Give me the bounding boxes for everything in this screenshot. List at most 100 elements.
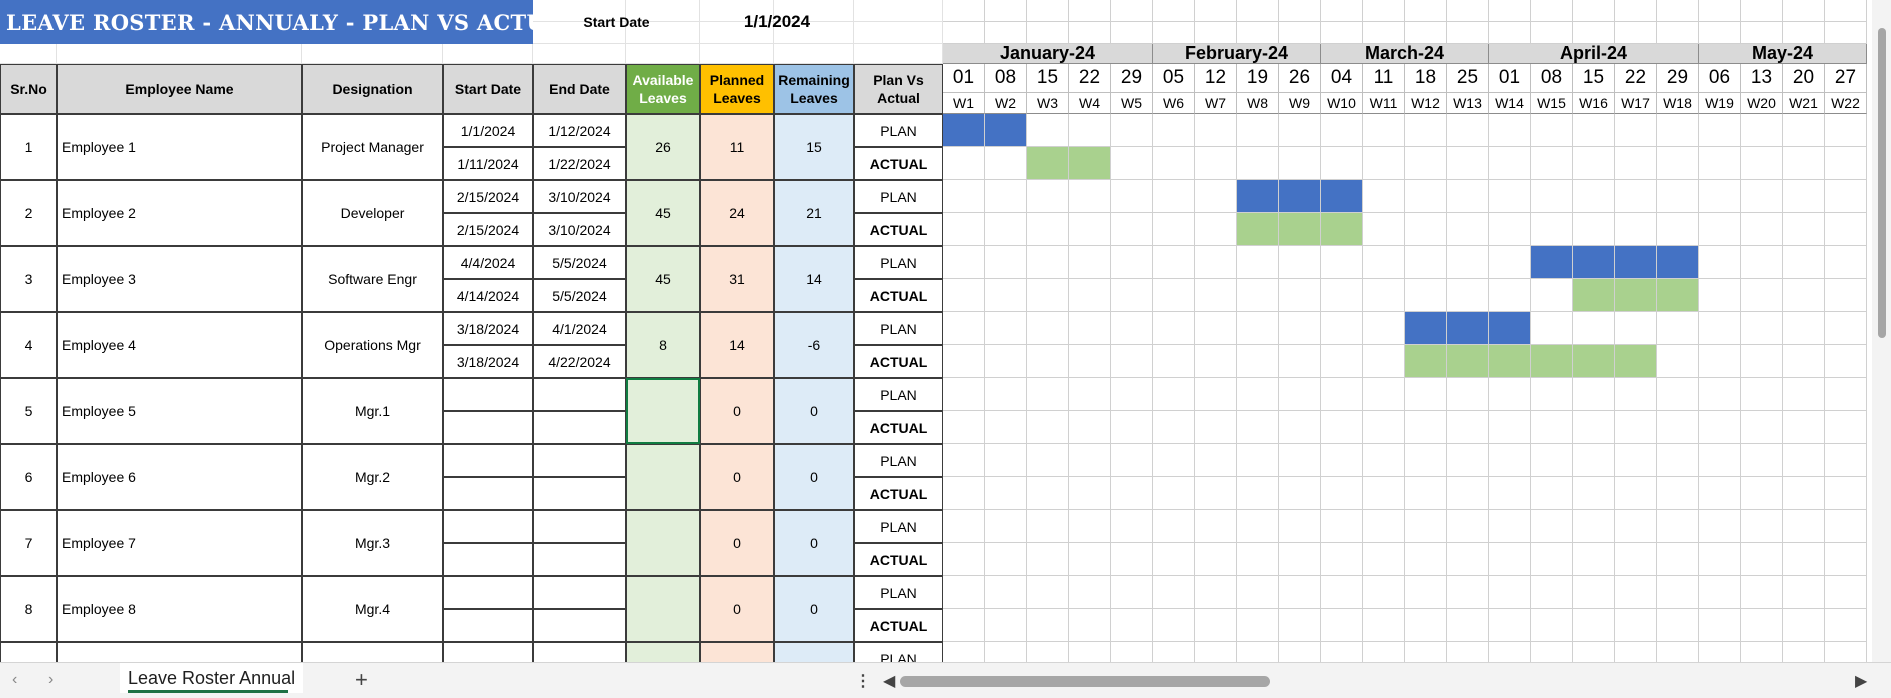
gantt-cell[interactable] xyxy=(1825,279,1867,312)
gantt-cell[interactable] xyxy=(1447,411,1489,444)
employee-name-cell[interactable] xyxy=(57,642,302,662)
gantt-cell[interactable] xyxy=(985,444,1027,477)
empty-cell[interactable] xyxy=(1363,0,1405,22)
gantt-cell[interactable] xyxy=(1573,576,1615,609)
gantt-cell[interactable] xyxy=(1237,642,1279,662)
gantt-cell[interactable] xyxy=(1489,477,1531,510)
gantt-plan-bar[interactable] xyxy=(1447,312,1489,345)
empty-cell[interactable] xyxy=(1153,0,1195,22)
gantt-cell[interactable] xyxy=(1237,411,1279,444)
gantt-plan-bar[interactable] xyxy=(1573,246,1615,279)
gantt-cell[interactable] xyxy=(1615,312,1657,345)
gantt-cell[interactable] xyxy=(943,279,985,312)
gantt-cell[interactable] xyxy=(1489,279,1531,312)
gantt-cell[interactable] xyxy=(943,411,985,444)
gantt-cell[interactable] xyxy=(1615,576,1657,609)
empty-cell[interactable] xyxy=(774,22,854,44)
gantt-cell[interactable] xyxy=(1657,180,1699,213)
gantt-cell[interactable] xyxy=(1363,642,1405,662)
gantt-cell[interactable] xyxy=(1069,246,1111,279)
gantt-cell[interactable] xyxy=(1699,543,1741,576)
gantt-cell[interactable] xyxy=(1447,279,1489,312)
gantt-cell[interactable] xyxy=(1279,147,1321,180)
gantt-cell[interactable] xyxy=(1699,180,1741,213)
actual-start-date-cell[interactable] xyxy=(443,411,533,444)
gantt-cell[interactable] xyxy=(1027,312,1069,345)
gantt-cell[interactable] xyxy=(1027,609,1069,642)
gantt-cell[interactable] xyxy=(1699,576,1741,609)
gantt-cell[interactable] xyxy=(943,246,985,279)
empty-cell[interactable] xyxy=(1615,22,1657,44)
employee-name-cell[interactable]: Employee 1 xyxy=(57,114,302,180)
gantt-cell[interactable] xyxy=(1489,543,1531,576)
gantt-cell[interactable] xyxy=(1741,312,1783,345)
plan-start-date-cell[interactable] xyxy=(443,444,533,477)
gantt-cell[interactable] xyxy=(1153,576,1195,609)
gantt-cell[interactable] xyxy=(1363,345,1405,378)
gantt-cell[interactable] xyxy=(1153,444,1195,477)
gantt-cell[interactable] xyxy=(1321,114,1363,147)
gantt-cell[interactable] xyxy=(1489,114,1531,147)
gantt-cell[interactable] xyxy=(1699,114,1741,147)
gantt-cell[interactable] xyxy=(1111,411,1153,444)
gantt-cell[interactable] xyxy=(1783,609,1825,642)
empty-cell[interactable] xyxy=(533,44,626,64)
gantt-cell[interactable] xyxy=(1699,411,1741,444)
gantt-cell[interactable] xyxy=(1741,180,1783,213)
gantt-cell[interactable] xyxy=(1069,576,1111,609)
gantt-cell[interactable] xyxy=(985,246,1027,279)
gantt-cell[interactable] xyxy=(1321,378,1363,411)
gantt-cell[interactable] xyxy=(1363,279,1405,312)
gantt-cell[interactable] xyxy=(1489,444,1531,477)
gantt-cell[interactable] xyxy=(943,576,985,609)
gantt-cell[interactable] xyxy=(1195,477,1237,510)
gantt-cell[interactable] xyxy=(1321,246,1363,279)
available-leaves-cell[interactable] xyxy=(626,642,700,662)
gantt-cell[interactable] xyxy=(1279,642,1321,662)
gantt-cell[interactable] xyxy=(1279,279,1321,312)
gantt-cell[interactable] xyxy=(1405,510,1447,543)
empty-cell[interactable] xyxy=(302,44,443,64)
gantt-cell[interactable] xyxy=(943,312,985,345)
empty-cell[interactable] xyxy=(1531,0,1573,22)
gantt-cell[interactable] xyxy=(1363,543,1405,576)
gantt-cell[interactable] xyxy=(1069,477,1111,510)
gantt-cell[interactable] xyxy=(1195,279,1237,312)
gantt-cell[interactable] xyxy=(1279,477,1321,510)
gantt-cell[interactable] xyxy=(1699,246,1741,279)
designation-cell[interactable]: Mgr.3 xyxy=(302,510,443,576)
gantt-cell[interactable] xyxy=(985,213,1027,246)
gantt-cell[interactable] xyxy=(1153,147,1195,180)
gantt-cell[interactable] xyxy=(1363,444,1405,477)
plan-end-date-cell[interactable]: 1/12/2024 xyxy=(533,114,626,147)
spreadsheet-grid[interactable]: LEAVE ROSTER - ANNUALY - PLAN VS ACTUAL S… xyxy=(0,0,1872,662)
gantt-cell[interactable] xyxy=(1489,411,1531,444)
gantt-cell[interactable] xyxy=(1279,576,1321,609)
gantt-cell[interactable] xyxy=(1615,642,1657,662)
gantt-plan-bar[interactable] xyxy=(985,114,1027,147)
gantt-cell[interactable] xyxy=(1657,213,1699,246)
actual-start-date-cell[interactable]: 4/14/2024 xyxy=(443,279,533,312)
employee-name-cell[interactable]: Employee 8 xyxy=(57,576,302,642)
gantt-cell[interactable] xyxy=(1405,642,1447,662)
gantt-cell[interactable] xyxy=(1195,345,1237,378)
gantt-cell[interactable] xyxy=(1825,609,1867,642)
designation-cell[interactable] xyxy=(302,642,443,662)
gantt-cell[interactable] xyxy=(1195,180,1237,213)
gantt-cell[interactable] xyxy=(1153,609,1195,642)
empty-cell[interactable] xyxy=(854,22,943,44)
gantt-cell[interactable] xyxy=(1069,312,1111,345)
gantt-cell[interactable] xyxy=(1111,213,1153,246)
gantt-cell[interactable] xyxy=(1279,543,1321,576)
gantt-cell[interactable] xyxy=(1405,411,1447,444)
actual-end-date-cell[interactable]: 5/5/2024 xyxy=(533,279,626,312)
gantt-cell[interactable] xyxy=(1069,543,1111,576)
add-sheet-button[interactable]: + xyxy=(355,667,368,692)
gantt-cell[interactable] xyxy=(1321,576,1363,609)
gantt-cell[interactable] xyxy=(1447,246,1489,279)
gantt-cell[interactable] xyxy=(1741,246,1783,279)
gantt-cell[interactable] xyxy=(1489,510,1531,543)
designation-cell[interactable]: Mgr.4 xyxy=(302,576,443,642)
actual-end-date-cell[interactable] xyxy=(533,477,626,510)
available-leaves-cell[interactable]: 26 xyxy=(626,114,700,180)
